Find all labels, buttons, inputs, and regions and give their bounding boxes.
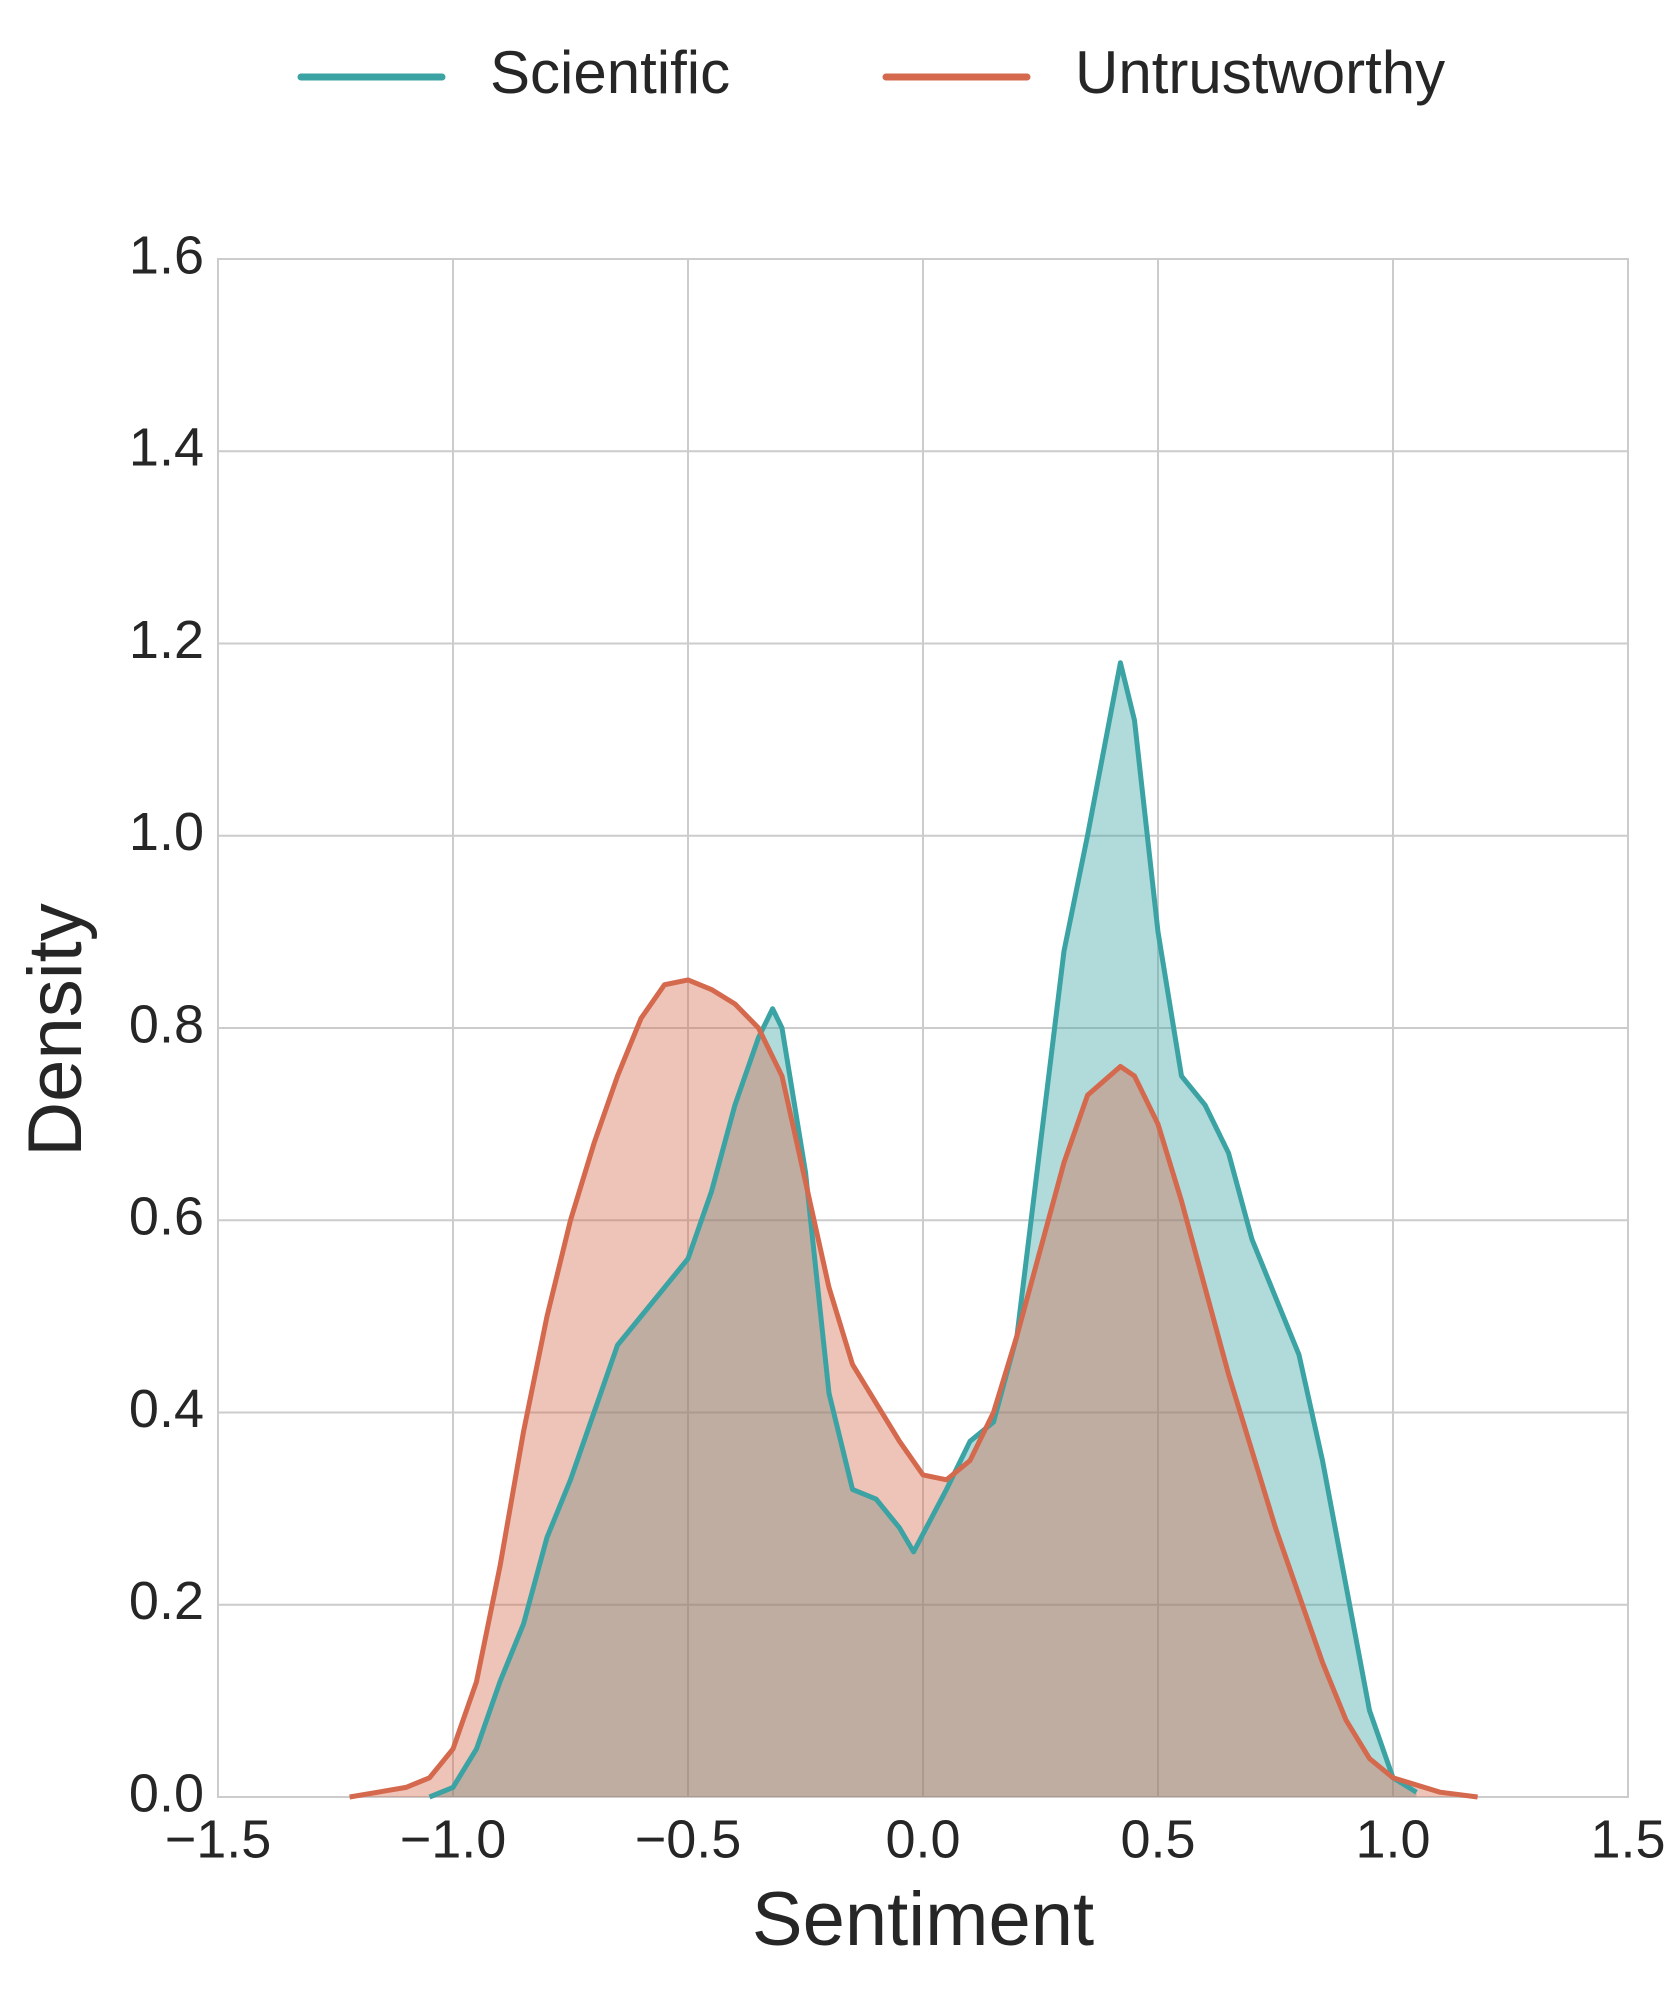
y-tick-label: 1.6 xyxy=(129,225,204,285)
y-axis-label: Density xyxy=(13,903,98,1156)
density-line xyxy=(428,660,1418,1800)
y-tick-label: 0.2 xyxy=(129,1571,204,1631)
y-tick-label: 1.0 xyxy=(129,802,204,862)
x-tick-label: 1.0 xyxy=(1355,1809,1430,1869)
y-tick-label: 0.0 xyxy=(129,1763,204,1823)
y-tick-label: 0.6 xyxy=(129,1187,204,1247)
density-line xyxy=(349,977,1478,1800)
x-tick-label: −1.5 xyxy=(165,1809,272,1869)
x-tick-label: 0.0 xyxy=(885,1809,960,1869)
legend-label: Untrustworthy xyxy=(1075,39,1445,106)
y-tick-label: 1.2 xyxy=(129,610,204,670)
density-area xyxy=(349,979,1478,1797)
legend-label: Scientific xyxy=(490,39,730,106)
x-tick-label: −0.5 xyxy=(635,1809,742,1869)
y-tick-label: 1.4 xyxy=(129,418,204,478)
x-axis-label: Sentiment xyxy=(752,1877,1094,1962)
x-tick-label: −1.0 xyxy=(400,1809,507,1869)
x-tick-label: 0.5 xyxy=(1120,1809,1195,1869)
y-tick-label: 0.8 xyxy=(129,994,204,1054)
y-tick-label: 0.4 xyxy=(129,1379,204,1439)
x-tick-label: 1.5 xyxy=(1590,1809,1665,1869)
density-area xyxy=(429,662,1417,1797)
